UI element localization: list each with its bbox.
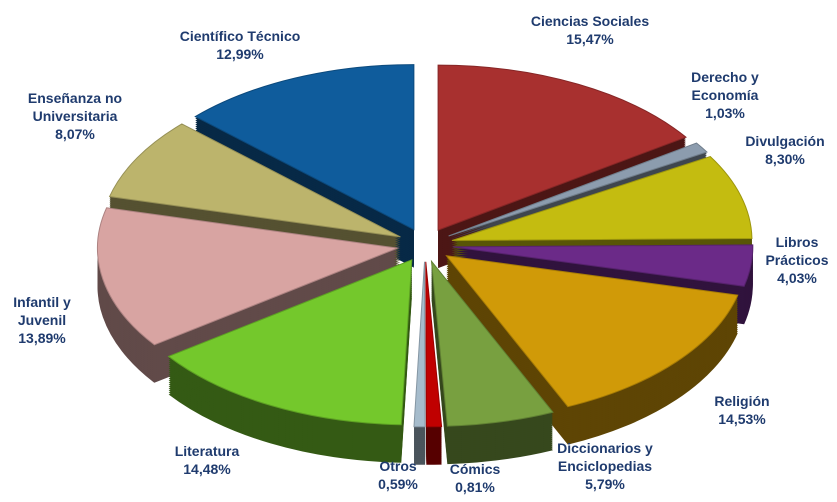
value-label: 0,59% [378,476,418,492]
slice [445,255,739,408]
slice [97,207,400,346]
slice [437,64,687,231]
slice-label: Religión 14,53% [682,392,802,428]
category-name: Literatura [174,443,240,459]
slice [451,155,753,241]
slice-label: Otros 0,59% [368,457,428,493]
slice [452,244,754,287]
category-name: Científico Técnico [179,28,301,44]
slice-label: Libros Prácticos 4,03% [757,233,837,287]
value-label: 4,03% [777,270,817,286]
value-label: 5,79% [585,476,625,492]
category-name: Derecho y Economía [691,69,759,103]
value-label: 12,99% [216,46,264,62]
category-name: Divulgación [745,133,825,149]
slice [430,259,554,427]
slice [425,261,443,428]
category-name: Libros Prácticos [765,234,829,268]
value-label: 14,48% [183,461,231,477]
slice-label: Diccionarios y Enciclopedias 5,79% [535,439,675,493]
category-name: Diccionarios y Enciclopedias [557,440,653,474]
slice-label: Divulgación 8,30% [730,132,837,168]
slice-label: Derecho y Economía 1,03% [675,68,775,122]
value-label: 13,89% [18,330,66,346]
slice-label: Cómics 0,81% [435,460,515,496]
slice [167,259,413,426]
slice-label: Literatura 14,48% [137,442,277,478]
slice [448,142,708,237]
value-label: 0,81% [455,479,495,495]
slice [108,123,401,238]
value-label: 1,03% [705,105,745,121]
value-label: 15,47% [566,31,614,47]
slice-label: Enseñanza no Universitaria 8,07% [5,89,145,143]
category-name: Otros [379,458,417,474]
value-label: 8,07% [55,126,95,142]
slice-label: Infantil y Juvenil 13,89% [2,293,82,347]
category-name: Ciencias Sociales [530,13,650,29]
category-name: Enseñanza no Universitaria [27,90,123,124]
category-name: Cómics [449,461,501,477]
category-name: Religión [714,393,770,409]
value-label: 14,53% [718,411,766,427]
slice [194,64,415,231]
value-label: 8,30% [765,151,805,167]
slice [413,261,426,428]
slice-label: Ciencias Sociales 15,47% [490,12,690,48]
slice-label: Científico Técnico 12,99% [140,27,340,63]
category-name: Infantil y Juvenil [13,294,71,328]
